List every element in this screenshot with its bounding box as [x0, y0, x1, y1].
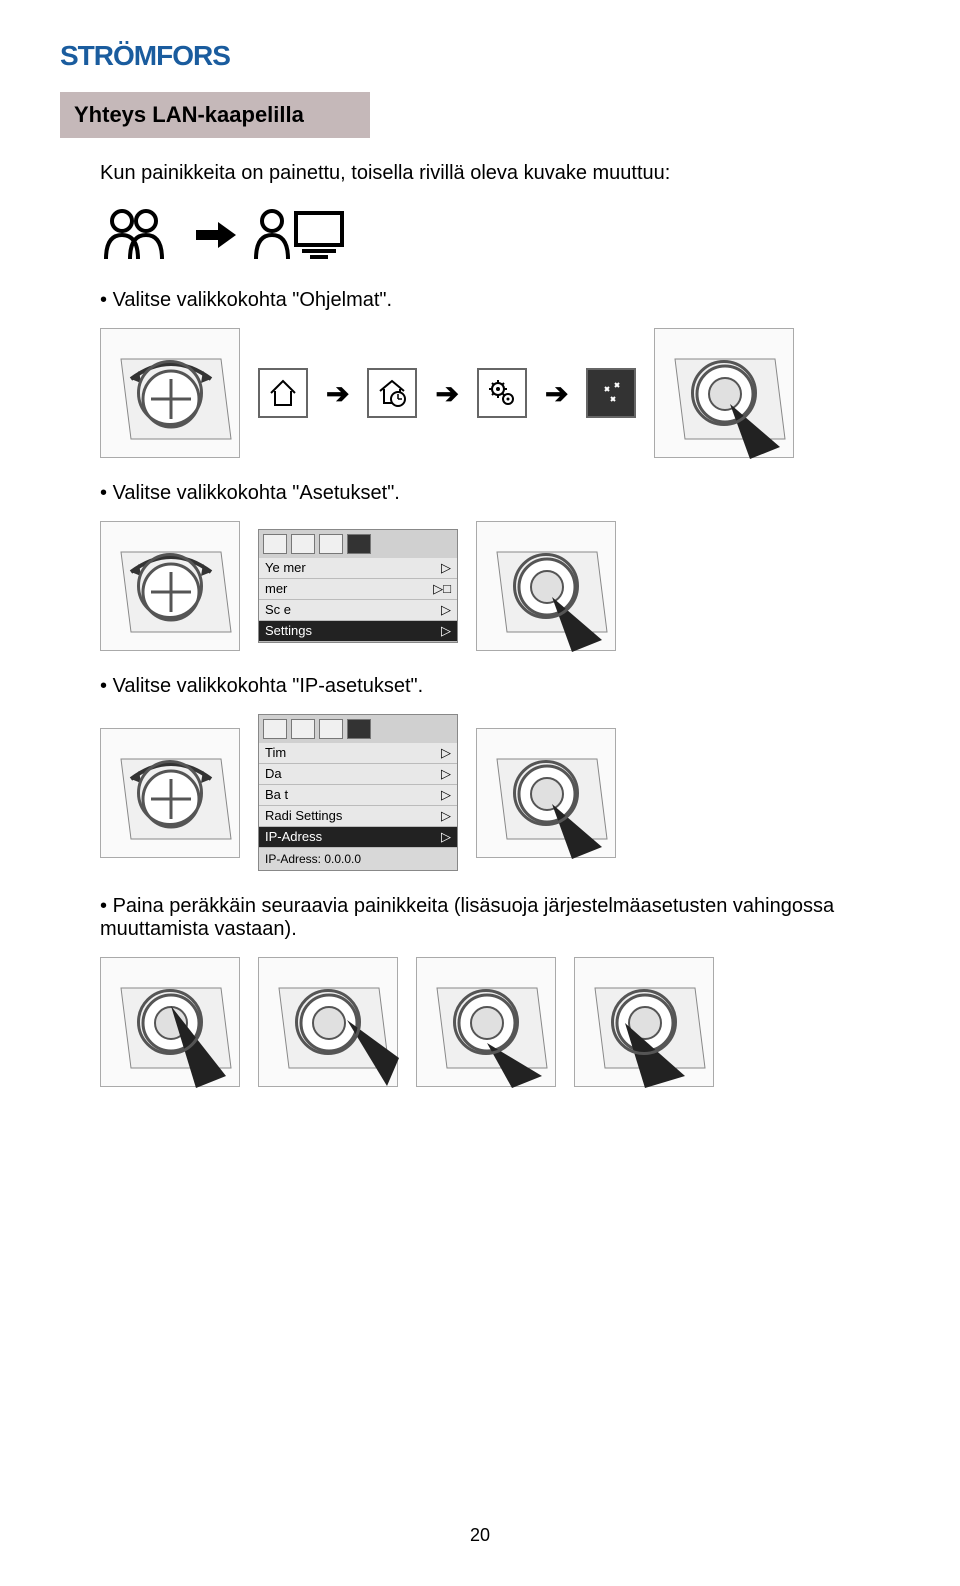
menu-item: Ba t ▷: [259, 785, 457, 806]
menu-item-label: Radi Settings: [265, 808, 342, 824]
menu-item-arrow: ▷: [441, 808, 451, 824]
menu-item-label: IP-Adress: [265, 829, 322, 845]
menu-item-label: Ye mer: [265, 560, 306, 576]
menu-tab-icon: [319, 719, 343, 739]
menu-item-selected: IP-Adress ▷: [259, 827, 457, 848]
menu-item-arrow: ▷: [441, 829, 451, 845]
menu-item-arrow: ▷: [441, 623, 451, 639]
home-clock-icon: [367, 368, 417, 418]
menu-items-list: Tim ▷ Da ▷ Ba t ▷ Radi Settings ▷ IP-Adress ▷: [259, 743, 457, 848]
arrow-icon: ➔: [435, 377, 458, 410]
home-icon: [258, 368, 308, 418]
menu-items-list: Ye mer ▷ mer ▷□ Sc e ▷ Settings ▷: [259, 558, 457, 642]
section-title: Yhteys LAN-kaapelilla: [60, 92, 370, 138]
bullet-ohjelmat: Valitse valikkokohta "Ohjelmat".: [100, 289, 900, 312]
menu-item-arrow: ▷: [441, 787, 451, 803]
icon-transition-row: [100, 205, 900, 265]
brand-logo: STRÖMFORS: [60, 40, 900, 72]
dial-rotate-figure: [100, 521, 240, 651]
bullet-paina: Paina peräkkäin seuraavia painikkeita (l…: [100, 895, 900, 941]
menu-panel-settings: Ye mer ▷ mer ▷□ Sc e ▷ Settings ▷: [258, 529, 458, 643]
bullet-ip-asetukset: Valitse valikkokohta "IP-asetukset".: [100, 675, 900, 698]
menu-tab-icon: [347, 534, 371, 554]
menu-item: Da ▷: [259, 764, 457, 785]
gear-icon: [477, 368, 527, 418]
menu-item-label: Da: [265, 766, 282, 782]
menu-item-arrow: ▷: [441, 766, 451, 782]
arrow-icon: [196, 220, 236, 250]
menu-item: mer ▷□: [259, 579, 457, 600]
dial-press-up-figure: [100, 957, 240, 1087]
dial-press-figure: [476, 728, 616, 858]
menu-tab-icon: [263, 719, 287, 739]
menu-item: Radi Settings ▷: [259, 806, 457, 827]
menu-tab-icon: [347, 719, 371, 739]
menu-item-label: Tim: [265, 745, 286, 761]
menu-item-selected: Settings ▷: [259, 621, 457, 642]
dial-press-figure: [654, 328, 794, 458]
dial-press-left-figure: [574, 957, 714, 1087]
dial-rotate-figure: [100, 328, 240, 458]
arrow-icon: ➔: [545, 377, 568, 410]
dial-press-right-figure: [258, 957, 398, 1087]
figure-row-sequence: [100, 957, 900, 1087]
menu-item: Sc e ▷: [259, 600, 457, 621]
dial-rotate-figure: [100, 728, 240, 858]
menu-tab-icon: [319, 534, 343, 554]
figure-row-ip: Tim ▷ Da ▷ Ba t ▷ Radi Settings ▷ IP-Adress ▷…: [100, 714, 900, 871]
page-number: 20: [470, 1525, 490, 1546]
figure-row-asetukset: Ye mer ▷ mer ▷□ Sc e ▷ Settings ▷: [100, 521, 900, 651]
person-screen-icon: [252, 205, 347, 265]
dial-press-down-figure: [416, 957, 556, 1087]
arrow-icon: ➔: [326, 377, 349, 410]
menu-item-arrow: ▷: [441, 745, 451, 761]
menu-item-arrow: ▷: [441, 560, 451, 576]
people-icon: [100, 205, 180, 265]
intro-text: Kun painikkeita on painettu, toisella ri…: [100, 162, 900, 185]
sparkle-icon: [586, 368, 636, 418]
menu-tab-icon: [291, 719, 315, 739]
figure-row-ohjelmat: ➔ ➔ ➔: [100, 328, 900, 458]
menu-item: Ye mer ▷: [259, 558, 457, 579]
bullet-asetukset: Valitse valikkokohta "Asetukset".: [100, 482, 900, 505]
menu-panel-ip: Tim ▷ Da ▷ Ba t ▷ Radi Settings ▷ IP-Adress ▷…: [258, 714, 458, 871]
menu-item-label: Ba t: [265, 787, 288, 803]
menu-item: Tim ▷: [259, 743, 457, 764]
menu-tab-icon: [263, 534, 287, 554]
menu-item-label: Sc e: [265, 602, 291, 618]
menu-item-label: Settings: [265, 623, 312, 639]
menu-item-arrow: ▷□: [433, 581, 451, 597]
menu-footer-ip: IP-Adress: 0.0.0.0: [259, 848, 457, 870]
menu-item-label: mer: [265, 581, 287, 597]
menu-tab-icon: [291, 534, 315, 554]
menu-item-arrow: ▷: [441, 602, 451, 618]
dial-press-figure: [476, 521, 616, 651]
